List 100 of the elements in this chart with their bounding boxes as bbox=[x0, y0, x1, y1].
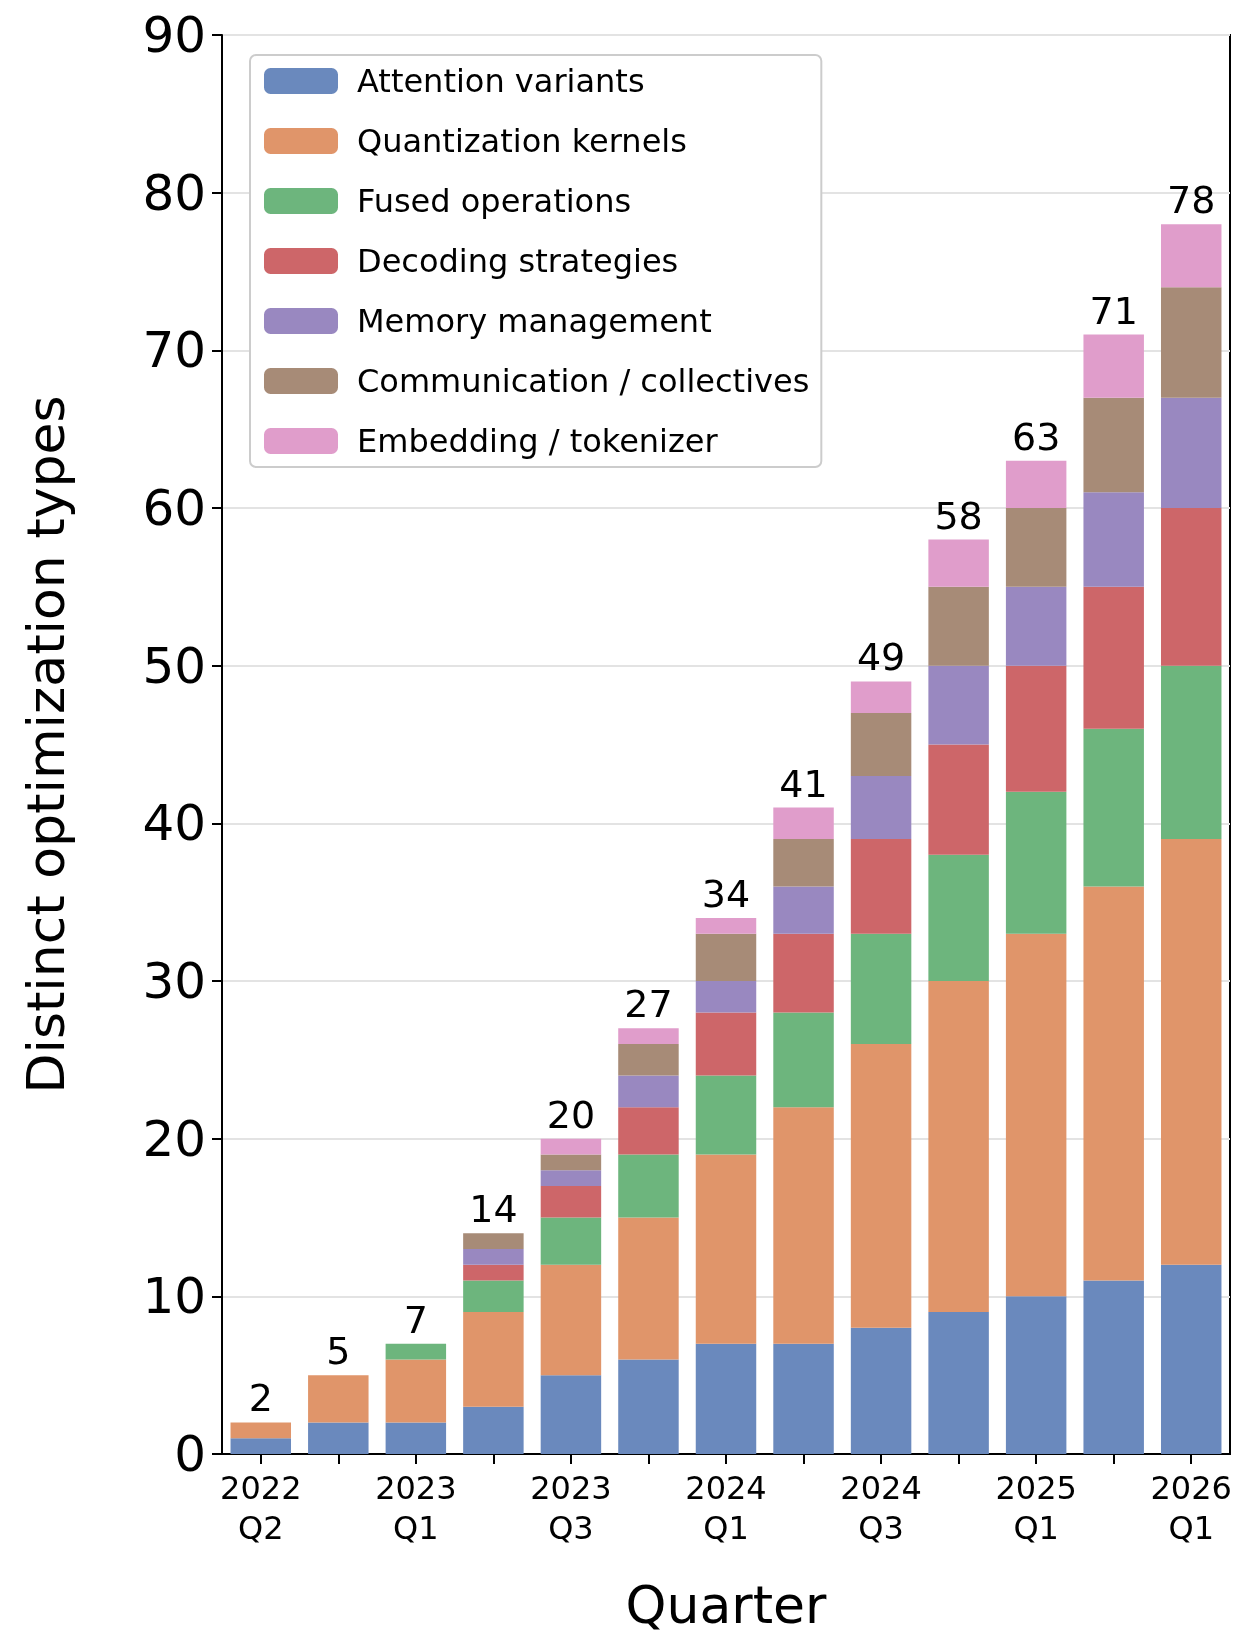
x-tick-label: 2023 Q3 bbox=[530, 1469, 612, 1547]
bar bbox=[928, 665, 989, 745]
x-tick-label: 2026 Q1 bbox=[1150, 1469, 1232, 1547]
bar bbox=[928, 854, 989, 981]
bar bbox=[463, 1264, 524, 1281]
bar bbox=[463, 1249, 524, 1265]
y-tick-label: 20 bbox=[142, 1109, 206, 1168]
bar bbox=[1005, 933, 1067, 1297]
bar bbox=[773, 1012, 834, 1108]
bar bbox=[230, 1438, 292, 1454]
bar bbox=[540, 1154, 602, 1171]
bar bbox=[463, 1233, 524, 1250]
total-label: 71 bbox=[1089, 288, 1138, 333]
total-label: 27 bbox=[624, 982, 673, 1027]
y-tick-label: 10 bbox=[142, 1267, 206, 1326]
legend-label: Attention variants bbox=[357, 62, 645, 100]
legend-label: Communication / collectives bbox=[357, 362, 810, 400]
bar bbox=[695, 1075, 757, 1155]
bar bbox=[773, 1107, 834, 1344]
y-tick-label: 90 bbox=[142, 6, 206, 64]
bar bbox=[850, 776, 912, 840]
bar bbox=[1083, 334, 1144, 398]
bar bbox=[618, 1217, 679, 1360]
total-label: 7 bbox=[403, 1297, 428, 1342]
bar bbox=[463, 1280, 524, 1313]
bar bbox=[540, 1264, 602, 1376]
bar bbox=[1160, 397, 1222, 508]
y-tick-label: 70 bbox=[142, 321, 206, 380]
bar bbox=[773, 886, 834, 934]
bar bbox=[540, 1217, 602, 1265]
total-label: 34 bbox=[701, 871, 751, 916]
bar bbox=[1005, 508, 1067, 587]
bar bbox=[618, 1044, 679, 1076]
bar bbox=[773, 1343, 834, 1454]
bar bbox=[695, 917, 757, 934]
bar bbox=[928, 744, 989, 855]
bar bbox=[1005, 791, 1067, 934]
bar bbox=[928, 586, 989, 666]
bar bbox=[463, 1406, 524, 1454]
bar bbox=[1160, 287, 1222, 398]
y-tick-label: 30 bbox=[142, 952, 206, 1010]
bar bbox=[928, 1312, 989, 1454]
bar bbox=[308, 1375, 369, 1423]
total-label: 49 bbox=[856, 635, 906, 680]
total-label: 58 bbox=[934, 493, 983, 538]
bar bbox=[1005, 1296, 1067, 1454]
y-tick-label: 50 bbox=[142, 636, 206, 695]
bar bbox=[1083, 886, 1144, 1281]
bar bbox=[540, 1185, 602, 1218]
bar bbox=[385, 1422, 447, 1454]
bar bbox=[695, 1343, 757, 1454]
bar bbox=[695, 1012, 757, 1076]
y-tick-label: 40 bbox=[142, 794, 206, 853]
bar bbox=[618, 1075, 679, 1108]
y-tick-label: 0 bbox=[174, 1425, 206, 1483]
y-tick-label: 80 bbox=[142, 163, 206, 222]
bar bbox=[695, 981, 757, 1013]
bar bbox=[230, 1422, 292, 1439]
bar bbox=[1160, 665, 1222, 840]
total-label: 2 bbox=[248, 1376, 273, 1421]
bar bbox=[928, 981, 989, 1313]
y-tick-label: 60 bbox=[142, 479, 206, 537]
bar bbox=[850, 1327, 912, 1454]
bar bbox=[385, 1343, 447, 1360]
x-tick-label: 2024 Q1 bbox=[685, 1469, 767, 1547]
bar bbox=[618, 1028, 679, 1045]
bar bbox=[618, 1359, 679, 1454]
bar bbox=[1083, 1280, 1144, 1454]
bar bbox=[540, 1138, 602, 1155]
bar bbox=[850, 1044, 912, 1328]
legend-label: Decoding strategies bbox=[357, 242, 679, 280]
total-label: 20 bbox=[546, 1092, 596, 1137]
bar bbox=[1160, 839, 1222, 1265]
bar bbox=[385, 1359, 447, 1423]
bar bbox=[1083, 397, 1144, 493]
bar bbox=[695, 1154, 757, 1344]
bar bbox=[850, 681, 912, 713]
total-label: 14 bbox=[469, 1187, 518, 1232]
bar bbox=[1083, 728, 1144, 887]
x-tick-label: 2025 Q1 bbox=[995, 1469, 1077, 1547]
legend-label: Fused operations bbox=[357, 182, 632, 220]
bar bbox=[618, 1107, 679, 1155]
total-label: 41 bbox=[779, 761, 828, 806]
total-label: 5 bbox=[326, 1329, 351, 1374]
x-tick-label: 2023 Q1 bbox=[375, 1469, 457, 1547]
x-tick-label: 2022 Q2 bbox=[220, 1469, 302, 1547]
bar bbox=[773, 807, 834, 840]
bar bbox=[928, 539, 989, 587]
bar bbox=[850, 712, 912, 777]
x-tick-label: 2024 Q3 bbox=[840, 1469, 922, 1547]
bar bbox=[773, 933, 834, 1013]
bar bbox=[1005, 665, 1067, 792]
bar bbox=[1160, 508, 1222, 666]
bar bbox=[1005, 586, 1067, 666]
bar bbox=[1160, 1264, 1222, 1454]
bar bbox=[308, 1422, 369, 1454]
bar bbox=[1005, 460, 1067, 508]
bar bbox=[1160, 224, 1222, 288]
y-axis-title: Distinct optimization types bbox=[16, 395, 76, 1094]
legend-label: Quantization kernels bbox=[357, 122, 687, 160]
